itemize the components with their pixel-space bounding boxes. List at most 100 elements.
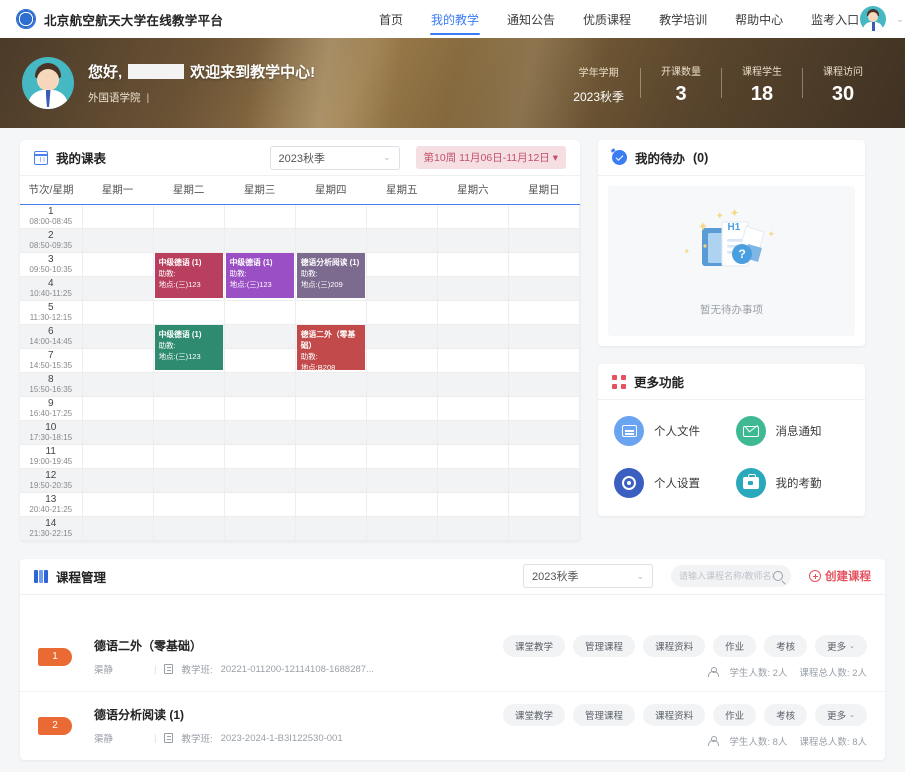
- schedule-slot[interactable]: [295, 444, 367, 469]
- course-more-button[interactable]: 更多 ⌄: [815, 703, 867, 726]
- schedule-slot[interactable]: [508, 276, 581, 301]
- brand[interactable]: 北京航空航天大学在线教学平台: [16, 9, 316, 29]
- schedule-slot[interactable]: [295, 468, 367, 493]
- schedule-slot[interactable]: [437, 276, 509, 301]
- schedule-slot[interactable]: [508, 300, 581, 325]
- schedule-slot[interactable]: [437, 300, 509, 325]
- schedule-slot[interactable]: [153, 420, 225, 445]
- schedule-slot[interactable]: 中级德语 (1) 助教: 地点:(三)123: [153, 252, 225, 298]
- schedule-term-select[interactable]: 2023秋季 ⌄: [269, 145, 400, 170]
- schedule-slot[interactable]: [366, 300, 438, 325]
- schedule-slot[interactable]: [508, 348, 581, 373]
- nav-item-1[interactable]: 我的教学: [430, 7, 481, 35]
- schedule-slot[interactable]: [224, 324, 296, 349]
- schedule-slot[interactable]: [295, 492, 367, 517]
- schedule-slot[interactable]: [224, 468, 296, 493]
- schedule-slot[interactable]: [366, 492, 438, 517]
- nav-item-0[interactable]: 首页: [379, 12, 404, 27]
- schedule-event[interactable]: 中级德语 (1) 助教: 地点:(三)123: [225, 252, 294, 298]
- schedule-slot[interactable]: [224, 444, 296, 469]
- schedule-slot[interactable]: [224, 204, 296, 229]
- schedule-slot[interactable]: [82, 276, 154, 301]
- schedule-slot[interactable]: [82, 396, 154, 421]
- course-name[interactable]: 德语二外（零基础）: [94, 639, 203, 653]
- schedule-slot[interactable]: [153, 228, 225, 253]
- schedule-slot[interactable]: [508, 516, 581, 541]
- course-term-select[interactable]: 2023秋季 ⌄: [523, 564, 653, 588]
- schedule-slot[interactable]: [295, 396, 367, 421]
- schedule-slot[interactable]: [224, 396, 296, 421]
- schedule-slot[interactable]: [508, 396, 581, 421]
- function-item-2[interactable]: 个人设置: [614, 468, 728, 498]
- schedule-slot[interactable]: [366, 324, 438, 349]
- schedule-slot[interactable]: [224, 516, 296, 541]
- schedule-slot[interactable]: [508, 228, 581, 253]
- schedule-slot[interactable]: [508, 420, 581, 445]
- schedule-slot[interactable]: [295, 300, 367, 325]
- create-course-button[interactable]: 创建课程: [809, 568, 871, 584]
- schedule-slot[interactable]: [82, 324, 154, 349]
- course-search-box[interactable]: [671, 565, 791, 587]
- schedule-slot[interactable]: 德语二外（零基础） 助教: 地点:B208: [295, 324, 367, 370]
- schedule-slot[interactable]: [437, 372, 509, 397]
- schedule-event[interactable]: 德语分析阅读 (1) 助教: 地点:(三)209: [296, 252, 365, 298]
- schedule-slot[interactable]: [153, 468, 225, 493]
- schedule-slot[interactable]: [437, 228, 509, 253]
- schedule-slot[interactable]: [82, 372, 154, 397]
- schedule-slot[interactable]: [153, 492, 225, 517]
- schedule-slot[interactable]: [508, 324, 581, 349]
- schedule-slot[interactable]: 中级德语 (1) 助教: 地点:(三)123: [153, 324, 225, 370]
- schedule-slot[interactable]: [82, 492, 154, 517]
- course-action-button-1[interactable]: 管理课程: [573, 634, 636, 657]
- user-avatar[interactable]: [860, 6, 887, 32]
- course-action-button-1[interactable]: 管理课程: [573, 703, 636, 726]
- schedule-slot[interactable]: [153, 516, 225, 541]
- schedule-slot[interactable]: [437, 516, 509, 541]
- schedule-slot[interactable]: [366, 348, 438, 373]
- search-icon[interactable]: [773, 571, 783, 581]
- schedule-slot[interactable]: [437, 324, 509, 349]
- schedule-slot[interactable]: [508, 252, 581, 277]
- schedule-slot[interactable]: [224, 492, 296, 517]
- chevron-down-icon[interactable]: ⌄: [896, 13, 904, 24]
- schedule-slot[interactable]: [153, 204, 225, 229]
- schedule-slot[interactable]: [437, 396, 509, 421]
- schedule-slot[interactable]: [224, 300, 296, 325]
- schedule-slot[interactable]: [153, 300, 225, 325]
- function-item-0[interactable]: 个人文件: [614, 416, 728, 446]
- nav-item-4[interactable]: 教学培训: [659, 12, 708, 27]
- schedule-slot[interactable]: [508, 492, 581, 517]
- course-action-button-4[interactable]: 考核: [764, 634, 808, 657]
- schedule-slot[interactable]: [366, 372, 438, 397]
- schedule-slot[interactable]: [366, 252, 438, 277]
- schedule-slot[interactable]: [366, 204, 438, 229]
- schedule-slot[interactable]: [224, 228, 296, 253]
- schedule-slot[interactable]: [366, 276, 438, 301]
- course-action-button-2[interactable]: 课程资料: [643, 703, 706, 726]
- schedule-slot[interactable]: [82, 516, 154, 541]
- schedule-slot[interactable]: [508, 372, 581, 397]
- course-name[interactable]: 德语分析阅读 (1): [94, 708, 185, 722]
- course-search-input[interactable]: [679, 571, 773, 581]
- schedule-slot[interactable]: [437, 492, 509, 517]
- schedule-slot[interactable]: [295, 204, 367, 229]
- function-item-3[interactable]: 我的考勤: [735, 468, 850, 498]
- schedule-slot[interactable]: [82, 420, 154, 445]
- nav-item-5[interactable]: 帮助中心: [735, 12, 784, 27]
- nav-item-6[interactable]: 监考入口: [811, 12, 860, 27]
- schedule-slot[interactable]: [295, 420, 367, 445]
- schedule-slot[interactable]: 德语分析阅读 (1) 助教: 地点:(三)209: [295, 252, 367, 298]
- course-action-button-0[interactable]: 课堂教学: [503, 634, 566, 657]
- course-action-button-0[interactable]: 课堂教学: [503, 703, 566, 726]
- schedule-slot[interactable]: [82, 252, 154, 277]
- schedule-slot[interactable]: [508, 468, 581, 493]
- schedule-slot[interactable]: [366, 420, 438, 445]
- schedule-slot[interactable]: [82, 204, 154, 229]
- schedule-slot[interactable]: [366, 396, 438, 421]
- schedule-event[interactable]: 中级德语 (1) 助教: 地点:(三)123: [154, 324, 223, 370]
- schedule-slot[interactable]: [295, 516, 367, 541]
- schedule-event[interactable]: 德语二外（零基础） 助教: 地点:B208: [296, 324, 365, 370]
- schedule-slot[interactable]: [366, 516, 438, 541]
- schedule-slot[interactable]: [295, 228, 367, 253]
- schedule-slot[interactable]: [82, 228, 154, 253]
